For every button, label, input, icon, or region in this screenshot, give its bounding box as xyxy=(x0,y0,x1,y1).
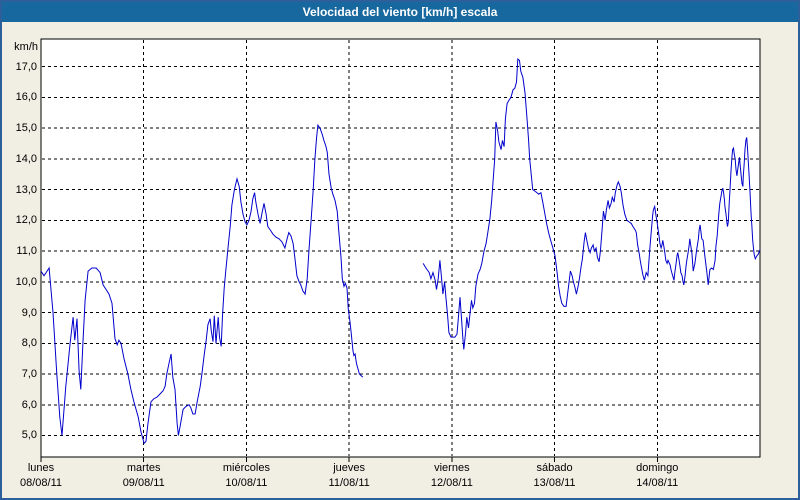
x-axis-date-label-sabado: 13/08/11 xyxy=(533,477,576,489)
y-axis-tick-label: 17,0 xyxy=(15,60,37,73)
window-title: Velocidad del viento [km/h] escala xyxy=(302,5,498,19)
y-axis-tick-label: 6,0 xyxy=(21,398,37,411)
y-axis-tick-label: 8,0 xyxy=(21,337,37,350)
y-axis-tick-label: 10,0 xyxy=(15,275,37,288)
wind-speed-line xyxy=(422,57,761,350)
x-axis-day-label-sabado: sábado xyxy=(536,462,573,474)
x-axis-date-label-lunes: 08/08/11 xyxy=(19,477,62,489)
wind-speed-line xyxy=(40,123,364,445)
x-axis-day-label-jueves: jueves xyxy=(333,462,366,474)
title-bar: Velocidad del viento [km/h] escala xyxy=(2,2,798,22)
x-axis-day-label-lunes: lunes xyxy=(27,462,55,474)
y-axis-tick-label: 15,0 xyxy=(15,122,37,135)
x-axis-day-label-martes: martes xyxy=(126,462,161,474)
x-axis-date-label-viernes: 12/08/11 xyxy=(430,477,473,489)
y-axis-tick-label: 9,0 xyxy=(21,306,37,319)
y-axis-unit-label: km/h xyxy=(14,41,38,53)
y-axis-tick-label: 16,0 xyxy=(15,91,37,104)
x-axis-date-label-miercoles: 10/08/11 xyxy=(225,477,268,489)
x-axis-date-label-martes: 09/08/11 xyxy=(122,477,165,489)
x-axis-date-label-jueves: 11/08/11 xyxy=(328,477,370,489)
y-axis-tick-label: 13,0 xyxy=(15,183,37,196)
x-axis-date-label-domingo: 14/08/11 xyxy=(636,477,679,489)
plot-area xyxy=(40,38,761,458)
y-axis-tick-label: 7,0 xyxy=(21,368,37,380)
y-axis-tick-label: 12,0 xyxy=(15,214,37,227)
y-axis-tick-label: 14,0 xyxy=(15,152,37,165)
y-axis-tick-label: 5,0 xyxy=(21,429,37,442)
x-axis-day-label-domingo: domingo xyxy=(636,462,679,474)
x-axis-day-label-viernes: viernes xyxy=(434,462,470,474)
x-axis-day-label-miercoles: miércoles xyxy=(222,462,270,474)
y-axis-tick-label: 11,0 xyxy=(16,245,37,258)
